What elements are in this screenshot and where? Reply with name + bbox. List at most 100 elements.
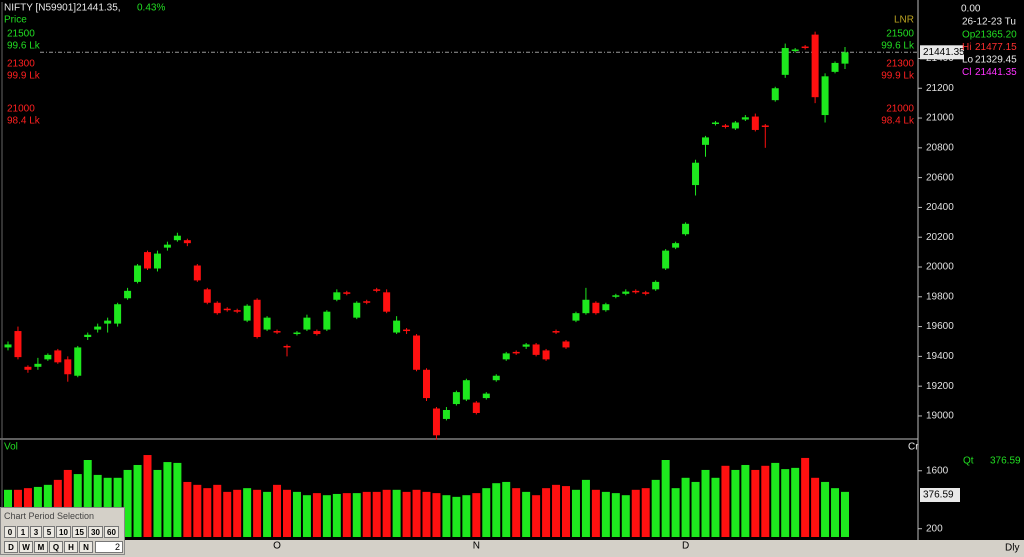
candle-body [403, 329, 411, 332]
period-button[interactable]: 1 [17, 526, 29, 538]
candle-body [213, 302, 221, 314]
candle-body [592, 302, 600, 314]
period-button[interactable]: 5 [43, 526, 55, 538]
last-price-box [920, 45, 964, 60]
volume-label: Vol [4, 442, 18, 453]
volume-bar [362, 491, 371, 537]
candle-body [602, 304, 610, 311]
y-tick-label: 19000 [926, 411, 954, 422]
candle-body [452, 392, 460, 405]
info-value: 21441.35 [975, 67, 1017, 78]
candle-body [512, 351, 520, 354]
info-date: 26-12-23 Tu [962, 17, 1016, 28]
period-button[interactable]: Q [49, 541, 63, 553]
candle-body [413, 335, 421, 370]
volume-bar [412, 489, 421, 537]
level-price: 21500 [7, 29, 35, 40]
y-tick-label: 21200 [926, 83, 954, 94]
volume-unit: Cr [908, 442, 919, 453]
candle-body [273, 331, 281, 333]
volume-bar [402, 491, 411, 537]
candle-body [243, 305, 251, 321]
y-tick-label: 21000 [926, 113, 954, 124]
volume-bar [661, 460, 670, 537]
volume-bar [771, 462, 780, 537]
candle-body [134, 265, 142, 282]
volume-bar [203, 488, 212, 537]
candle-body [383, 292, 391, 312]
candle-body [153, 253, 161, 269]
candle-body [432, 408, 440, 436]
volume-bar [213, 484, 222, 537]
volume-bar [243, 488, 252, 537]
period-button[interactable]: 10 [56, 526, 71, 538]
volume-bar [472, 493, 481, 537]
candle-body [482, 393, 490, 399]
volume-bar [462, 495, 471, 537]
volume-bar [432, 493, 441, 537]
candle-body [393, 320, 401, 333]
x-tick-label: D [682, 541, 689, 552]
volume-bar [502, 481, 511, 537]
volume-bar [253, 489, 262, 537]
candle-body [692, 162, 700, 186]
candle-body [811, 34, 819, 98]
candle-body [343, 292, 351, 294]
volume-bar [63, 469, 72, 537]
volume-bar [542, 488, 551, 537]
candle-body [193, 265, 201, 281]
candle-body [731, 122, 739, 129]
candle-body [84, 334, 92, 338]
candle-body [542, 350, 550, 360]
candle-body [771, 88, 779, 101]
candle-body [74, 347, 82, 376]
level-qty: 98.4 Lk [881, 116, 915, 127]
candle-body [582, 299, 590, 314]
candle-body [721, 125, 729, 127]
y-tick-label: 20000 [926, 262, 954, 273]
volume-bar [372, 491, 381, 537]
period-button[interactable]: 15 [72, 526, 87, 538]
candle-body [104, 320, 112, 324]
candle-body [14, 331, 22, 358]
period-button[interactable]: 30 [88, 526, 103, 538]
lnr-label: LNR [894, 15, 914, 26]
period-button[interactable]: 3 [30, 526, 42, 538]
candle-body [293, 332, 301, 335]
volume-bar [761, 465, 770, 537]
info-value: 21329.45 [975, 55, 1017, 66]
price-label: Price [4, 15, 27, 26]
candle-body [363, 301, 371, 303]
candle-body [642, 292, 650, 294]
volume-bar [581, 479, 590, 537]
period-button[interactable]: D [4, 541, 18, 553]
candle-body [233, 310, 241, 312]
period-input[interactable]: 2 [95, 541, 123, 553]
candle-body [173, 235, 181, 241]
y-tick-label: 19200 [926, 381, 954, 392]
volume-bar [601, 491, 610, 537]
volume-bar [492, 483, 501, 537]
y-tick-label: 19400 [926, 351, 954, 362]
time-axis-strip [0, 540, 1024, 557]
volume-bar [522, 491, 531, 537]
period-button[interactable]: 60 [104, 526, 119, 538]
volume-bar [133, 464, 142, 537]
candle-body [263, 317, 271, 330]
candle-body [502, 353, 510, 360]
period-button[interactable]: N [79, 541, 93, 553]
volume-bar [183, 481, 192, 537]
volume-bar [442, 495, 451, 537]
candle-body [632, 290, 640, 293]
volume-bar [153, 469, 162, 537]
candle-body [183, 240, 191, 244]
volume-bar [233, 489, 242, 537]
volume-bar [312, 493, 321, 537]
info-label: Op [962, 30, 976, 41]
period-button[interactable]: 0 [4, 526, 16, 538]
period-button[interactable]: H [64, 541, 78, 553]
level-price: 21300 [7, 59, 35, 70]
volume-bar [223, 491, 232, 537]
period-button[interactable]: M [34, 541, 48, 553]
period-button[interactable]: W [19, 541, 33, 553]
